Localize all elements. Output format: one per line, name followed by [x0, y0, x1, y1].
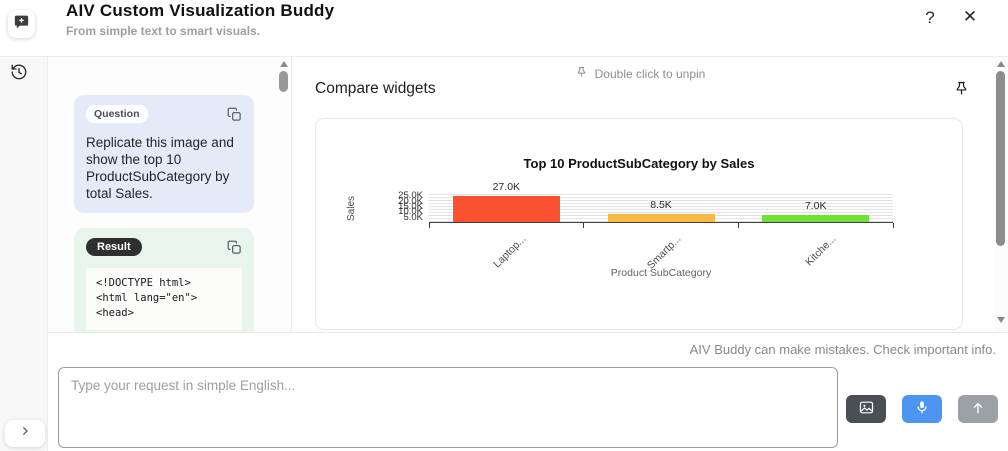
unpin-hint-text: Double click to unpin	[594, 66, 706, 81]
x-axis-tick	[892, 223, 894, 228]
upload-image-button[interactable]	[846, 395, 886, 423]
main-panel: Double click to unpin Compare widgets To…	[292, 57, 1008, 332]
voice-input-button[interactable]	[902, 395, 942, 423]
expand-sidebar-button[interactable]	[5, 420, 45, 447]
microphone-icon	[914, 399, 930, 419]
header: AIV Custom Visualization Buddy From simp…	[0, 0, 1008, 57]
unpin-hint: Double click to unpin	[292, 65, 988, 82]
result-code-block: <!DOCTYPE html> <html lang="en"> <head>	[86, 268, 242, 330]
prompt-input[interactable]	[58, 367, 838, 448]
gridline	[429, 200, 893, 201]
question-badge: Question	[86, 105, 148, 123]
chat-panel: Question Replicate this image and show t…	[48, 57, 292, 332]
chat-scrollbar-thumb[interactable]	[279, 71, 288, 92]
pin-small-icon	[575, 65, 588, 82]
y-tick-label: 15.0K	[398, 200, 423, 212]
image-icon	[858, 399, 875, 419]
history-button[interactable]	[8, 63, 30, 85]
disclaimer-text: AIV Buddy can make mistakes. Check impor…	[689, 342, 996, 357]
y-tick-label: 10.0K	[398, 206, 423, 218]
bar	[452, 196, 560, 222]
app-logo	[8, 10, 35, 38]
x-axis-tick	[583, 223, 585, 228]
bar-value-label: 8.5K	[650, 199, 672, 211]
result-bubble: Result <!DOCTYPE html> <html lang="en"> …	[74, 228, 254, 332]
left-rail	[0, 57, 48, 451]
chart-xlabels: Laptop... Smartp... Kitche...	[429, 223, 893, 272]
scroll-up-arrow[interactable]	[994, 61, 1008, 67]
result-badge: Result	[86, 238, 142, 256]
y-tick-label: 5.0K	[403, 211, 423, 223]
chart-yticks: 25.0K 20.0K 15.0K 10.0K 5.0K	[378, 190, 426, 223]
gridline	[429, 212, 893, 213]
send-button[interactable]	[958, 395, 998, 423]
chat-plus-icon	[13, 14, 30, 35]
bar	[762, 215, 870, 222]
x-axis-tick	[428, 223, 430, 228]
chart-xaxis-title: Product SubCategory	[610, 267, 712, 279]
main-scrollbar-thumb[interactable]	[996, 71, 1005, 246]
chevron-right-icon	[17, 423, 33, 444]
widget-title: Compare widgets	[315, 80, 436, 97]
copy-result-button[interactable]	[226, 239, 242, 255]
pin-button[interactable]	[950, 77, 972, 99]
history-icon	[10, 63, 28, 86]
composer-area: AIV Buddy can make mistakes. Check impor…	[48, 332, 1008, 451]
chat-scroll-up-arrow[interactable]	[279, 61, 289, 67]
app-title: AIV Custom Visualization Buddy	[66, 1, 335, 20]
y-tick-label: 25.0K	[398, 190, 423, 202]
question-text: Replicate this image and show the top 10…	[86, 135, 234, 202]
question-bubble: Question Replicate this image and show t…	[74, 95, 254, 213]
bar-value-label: 7.0K	[804, 200, 827, 212]
chart-title: Top 10 ProductSubCategory by Sales	[523, 156, 755, 171]
x-axis-tick	[737, 223, 739, 228]
y-tick-label: 20.0K	[398, 195, 423, 207]
bar-value-label: 27.0K	[492, 181, 521, 193]
bar	[607, 214, 715, 222]
main-scrollbar[interactable]	[994, 57, 1008, 332]
close-button[interactable]: ✕	[962, 7, 978, 26]
arrow-up-icon	[970, 400, 986, 419]
gridline	[429, 197, 893, 198]
chart-card: Top 10 ProductSubCategory by Sales Sales…	[315, 118, 963, 330]
copy-question-button[interactable]	[226, 106, 242, 122]
scroll-down-arrow[interactable]	[994, 317, 1008, 323]
gridline	[429, 203, 893, 204]
help-button[interactable]: ?	[925, 8, 935, 27]
app-subtitle: From simple text to smart visuals.	[66, 24, 261, 38]
bar-plot: 27.0K 8.5K 7.0K	[428, 181, 894, 228]
gridline	[429, 206, 893, 207]
chart-ylabel: Sales	[346, 195, 357, 221]
gridline	[429, 194, 893, 195]
gridline	[429, 209, 893, 210]
